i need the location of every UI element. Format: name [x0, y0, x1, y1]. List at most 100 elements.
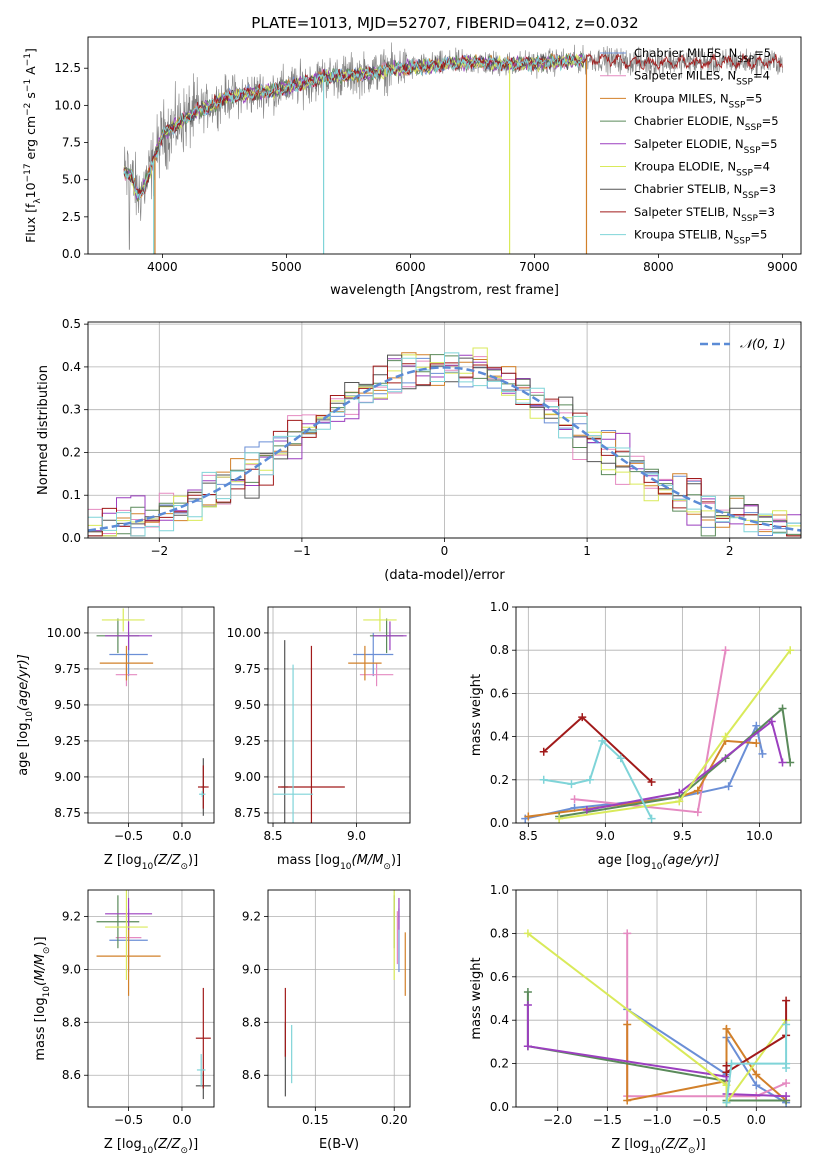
spectrum-legend: Chabrier MILES, NSSP=5 Salpeter MILES, NS… — [600, 46, 779, 247]
y-tick-label: 0.4 — [490, 730, 509, 744]
weight-series-line — [543, 739, 653, 820]
weight-series — [555, 704, 795, 821]
weight-point-marker — [555, 814, 564, 823]
weight-point-marker — [623, 1020, 632, 1029]
mass_vs_Z-y-label: mass [log10(M/M⊙)] — [33, 936, 52, 1060]
y-tick-label: 0.0 — [62, 531, 81, 545]
weight_vs_age-panel: 8.5 9.0 9.5 10.0 0.0 0.2 0.4 0.6 0.8 1.0 age [log1… — [469, 600, 802, 872]
error-bar-point — [105, 897, 153, 930]
y-tick-label: 9.2 — [62, 909, 81, 923]
error-bar-point — [101, 608, 145, 632]
weight-point-marker — [524, 812, 533, 821]
mass_vs_ebv-grid — [268, 890, 410, 1107]
age_vs_Z-ticks: −0.5 0.0 8.75 9.00 9.25 9.50 9.75 10.00 — [47, 626, 192, 843]
weight-series-line — [543, 715, 653, 783]
y-tick-label: 0.0 — [62, 247, 81, 261]
y-tick-label: 12.5 — [54, 61, 81, 75]
y-tick-label: 1.0 — [490, 600, 509, 614]
y-tick-label: 0.4 — [490, 1013, 509, 1027]
x-tick-label: 8.5 — [263, 829, 282, 843]
y-tick-label: 8.6 — [242, 1068, 261, 1082]
weight-point-marker — [786, 758, 795, 767]
x-tick-label: −2.0 — [543, 1113, 572, 1127]
weight-series-line — [586, 719, 784, 811]
y-tick-label: 10.00 — [227, 626, 261, 640]
spectrum-marks — [123, 42, 783, 254]
y-tick-label: 10.0 — [54, 98, 81, 112]
x-tick-label: −0.5 — [114, 829, 143, 843]
error-bar-point — [96, 895, 140, 949]
y-tick-label: 0.2 — [490, 1057, 509, 1071]
x-tick-label: 9.5 — [673, 829, 692, 843]
y-tick-label: 0.8 — [490, 926, 509, 940]
weight-series-line — [558, 649, 792, 820]
weight_vs_Z-ticks: −2.0 −1.5 −1.0 −0.5 0.0 0.0 0.2 0.4 0.6 0.8 1.0 — [490, 883, 766, 1127]
error-bar-point — [363, 608, 397, 632]
y-tick-label: 8.75 — [234, 806, 261, 820]
x-tick-label: 1 — [583, 544, 591, 558]
weight-point-marker — [523, 929, 532, 938]
mass_vs_ebv-panel: 0.15 0.20 8.6 8.8 9.0 9.2 E(B-V) — [242, 889, 411, 1152]
residuals-y-label: Normed distribution — [36, 365, 51, 495]
y-tick-label: 0.1 — [62, 488, 81, 502]
mass_vs_Z-x-label: Z [log10(Z/Z⊙)] — [104, 1137, 198, 1156]
weight_vs_age-y-label: mass weight — [469, 674, 484, 756]
weight_vs_Z-x-label: Z [log10(Z/Z⊙)] — [611, 1137, 705, 1156]
weight-point-marker — [721, 646, 730, 655]
x-tick-label: 9.0 — [596, 829, 615, 843]
weight-point-marker — [758, 749, 767, 758]
legend-entry: Kroupa ELODIE, NSSP=4 — [634, 160, 770, 179]
y-tick-label: 9.00 — [54, 770, 81, 784]
age_vs_mass-frame — [267, 606, 411, 824]
age_vs_Z-x-label: Z [log10(Z/Z⊙)] — [104, 853, 198, 872]
x-tick-label: −0.5 — [114, 1113, 143, 1127]
y-tick-label: 8.8 — [62, 1015, 81, 1029]
age_vs_mass-ticks: 8.5 9.0 8.75 9.00 9.25 9.50 9.75 10.00 — [227, 626, 366, 843]
x-tick-label: −1 — [293, 544, 311, 558]
y-tick-label: 0.6 — [490, 686, 509, 700]
weight-series — [524, 736, 761, 821]
weight-point-marker — [722, 1098, 731, 1107]
y-tick-label: 8.75 — [54, 806, 81, 820]
legend-entry: Salpeter STELIB, NSSP=3 — [634, 205, 775, 224]
weight-series — [722, 1020, 791, 1107]
x-tick-label: 0.15 — [302, 1113, 329, 1127]
y-tick-label: 8.8 — [242, 1015, 261, 1029]
legend-entry: Chabrier ELODIE, NSSP=5 — [634, 114, 779, 133]
y-tick-label: 9.50 — [234, 698, 261, 712]
y-tick-label: 9.2 — [242, 909, 261, 923]
weight-point-marker — [782, 1020, 791, 1029]
x-tick-label: 7000 — [519, 260, 550, 274]
x-tick-label: 9.0 — [347, 829, 366, 843]
age_vs_mass-grid — [268, 607, 410, 823]
weight-series — [570, 646, 730, 817]
age_vs_Z-grid — [88, 607, 214, 823]
y-tick-label: 9.75 — [54, 662, 81, 676]
y-tick-label: 2.5 — [62, 210, 81, 224]
error-bar-point — [195, 987, 211, 1089]
weight_vs_Z-frame — [515, 889, 802, 1108]
weight_vs_age-frame — [515, 606, 802, 824]
error-bar-point — [197, 765, 209, 809]
weight_vs_Z-marks — [523, 929, 791, 1107]
weight-point-marker — [778, 758, 787, 767]
weight-series — [555, 646, 795, 823]
weight-point-marker — [523, 1001, 532, 1010]
weight-series-line — [527, 932, 787, 1106]
mass_vs_Z-grid — [88, 890, 214, 1107]
weight_vs_age-grid — [516, 606, 801, 824]
age_vs_mass-x-label: mass [log10(M/M⊙)] — [277, 853, 401, 872]
residuals-x-label: (data-model)/error — [384, 568, 505, 583]
y-tick-label: 0.2 — [62, 445, 81, 459]
residuals-frame — [87, 321, 802, 539]
weight-point-marker — [782, 1063, 791, 1072]
legend-entry: Salpeter MILES, NSSP=4 — [634, 69, 770, 88]
mass_vs_Z-marks — [96, 890, 211, 1100]
age_vs_mass-panel: 8.5 9.0 8.75 9.00 9.25 9.50 9.75 10.00 mass [log… — [227, 606, 411, 872]
weight-point-marker — [675, 797, 684, 806]
y-tick-label: 0.0 — [490, 1100, 509, 1114]
x-tick-label: 8000 — [643, 260, 674, 274]
y-tick-label: 5.0 — [62, 173, 81, 187]
residuals-panel: −2 −1 0 1 2 0.0 0.1 0.2 0.3 0.4 0.5 𝒩(0, 1) (data-mo… — [36, 317, 802, 583]
weight-series-line — [528, 739, 757, 818]
